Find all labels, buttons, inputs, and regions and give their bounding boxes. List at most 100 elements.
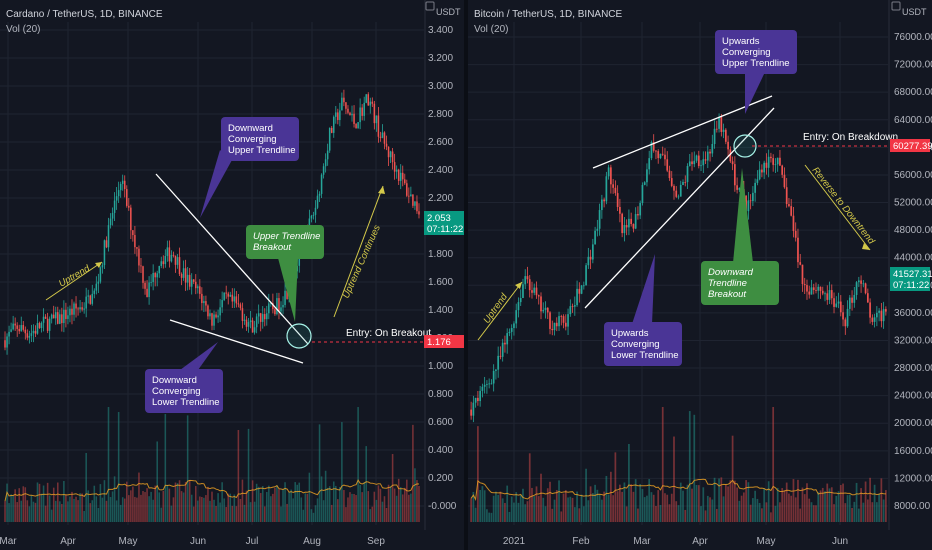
candle-body: [134, 235, 136, 248]
volume-bar: [878, 493, 880, 522]
candle-body: [385, 143, 388, 147]
y-tick-label: 0.400: [428, 445, 453, 456]
candle-body: [142, 266, 144, 283]
candle-body: [652, 142, 655, 151]
candle-body: [186, 274, 189, 283]
volume-bar: [655, 506, 657, 522]
volume-bar: [745, 480, 747, 522]
volume-bar: [180, 491, 183, 522]
candle-body: [587, 256, 590, 266]
volume-bar: [616, 491, 619, 522]
candle-body: [515, 310, 518, 324]
candle-body: [655, 150, 657, 152]
candle-body: [700, 165, 702, 167]
candle-body: [347, 108, 349, 113]
price-tag-value: 2.053: [427, 213, 451, 224]
y-tick-label: 72000.00: [894, 60, 932, 71]
candle-body: [851, 297, 853, 303]
volume-bar: [397, 478, 400, 522]
candle-body: [180, 273, 183, 278]
price-tag-bg: [890, 267, 930, 291]
volume-bar: [343, 490, 345, 522]
candle-body: [837, 301, 840, 304]
candle-body: [564, 322, 567, 327]
volume-bar: [711, 499, 714, 522]
callout-box: [701, 261, 779, 305]
callout-text: Upwards: [722, 36, 760, 47]
candle-body: [261, 314, 264, 322]
volume-bar: [286, 503, 288, 522]
candle-body: [772, 158, 775, 165]
candle-body: [353, 113, 355, 124]
price-tag-bg: [424, 211, 464, 235]
volume-bar: [227, 493, 230, 522]
candle-body: [819, 286, 822, 291]
volume-bar: [117, 412, 120, 522]
volume-bar: [582, 506, 585, 522]
candle-body: [808, 291, 811, 295]
callout-text: Lower Trendline: [611, 350, 679, 361]
volume-bar: [871, 502, 874, 522]
candle-body: [810, 287, 813, 295]
candle-body: [648, 158, 651, 170]
candle-body: [93, 290, 96, 294]
volume-bar: [706, 495, 709, 522]
volume-bar: [253, 501, 256, 522]
candle-body: [763, 162, 766, 173]
candle-body: [14, 323, 16, 326]
volume-bar: [754, 490, 756, 522]
candle-body: [513, 323, 515, 329]
x-tick-label: 2021: [503, 536, 526, 547]
candle-body: [282, 304, 284, 308]
volume-bar: [801, 487, 804, 522]
volume-bar: [549, 481, 551, 522]
volume-bar: [199, 496, 201, 522]
volume-bar: [101, 497, 104, 522]
y-tick-label: 48000.00: [894, 225, 932, 236]
candle-body: [178, 257, 181, 274]
candle-body: [395, 169, 398, 172]
volume-bar: [830, 487, 833, 522]
volume-bar: [756, 498, 759, 522]
volume-bar: [406, 479, 408, 522]
candle-body: [736, 185, 738, 190]
candle-body: [479, 390, 481, 402]
volume-bar: [646, 495, 648, 522]
candle-body: [483, 384, 486, 387]
volume-bar: [209, 500, 211, 522]
candle-body: [174, 255, 177, 265]
entry-label: Entry: On Breakout: [346, 328, 431, 339]
callout-text: Converging: [611, 339, 660, 350]
volume-bar: [551, 508, 554, 522]
y-tick-label: 3.200: [428, 53, 453, 64]
volume-bar: [679, 482, 682, 522]
uptrend-arrow: [45, 261, 103, 301]
price-tag-time: 07:11:22: [893, 280, 929, 291]
candle-body: [123, 180, 126, 190]
volume-bar: [743, 492, 745, 522]
volume-bar: [576, 491, 578, 522]
candle-body: [150, 282, 152, 283]
volume-bar: [351, 493, 353, 522]
volume-bar: [296, 484, 299, 522]
currency-toggle-icon[interactable]: [425, 1, 435, 11]
candle-body: [241, 308, 244, 321]
volume-bar: [819, 490, 822, 522]
candle-body: [263, 314, 266, 320]
candle-body: [6, 336, 8, 348]
volume-bar: [722, 496, 725, 522]
volume-bar: [410, 493, 412, 522]
y-tick-label: 3.000: [428, 81, 453, 92]
volume-bar: [853, 501, 856, 522]
candle-body: [535, 287, 538, 296]
volume-bar: [221, 482, 223, 522]
y-tick-label: 20000.00: [894, 418, 932, 429]
volume-bar: [499, 491, 502, 522]
candle-body: [318, 193, 321, 196]
volume-bar: [472, 491, 475, 522]
currency-toggle-icon[interactable]: [891, 1, 901, 11]
volume-bar: [57, 482, 59, 522]
volume-bar: [632, 491, 635, 522]
volume-bar: [752, 498, 754, 522]
candle-body: [835, 303, 838, 307]
